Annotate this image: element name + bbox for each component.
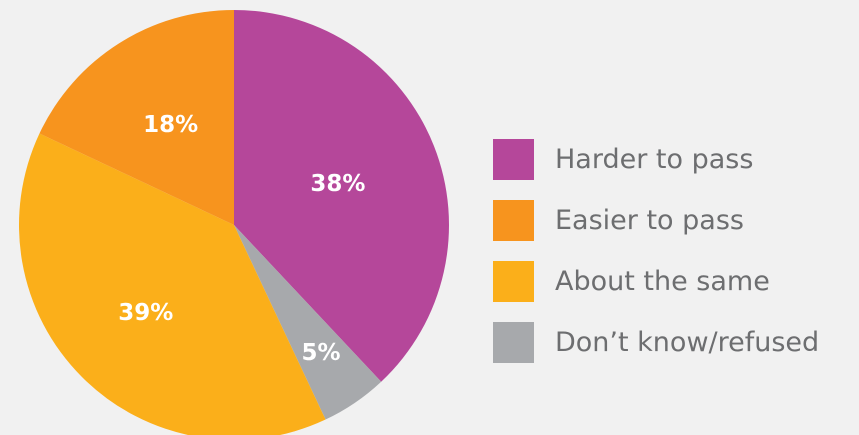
legend-swatch [493,261,534,302]
legend-swatch [493,322,534,363]
slice-value-label-easier-to-pass: 18% [143,112,198,138]
slice-value-label-about-the-same: 39% [118,300,173,326]
legend: Harder to pass Easier to pass About the sa… [493,139,819,363]
pie-slice-easier-to-pass [39,10,234,225]
slice-value-label-don-t-know-refused: 5% [301,340,340,366]
legend-label: Easier to pass [555,205,744,236]
legend-item-about-the-same: About the same [493,261,819,302]
legend-label: About the same [555,266,770,297]
pie-slice-harder-to-pass [234,10,449,382]
legend-label: Harder to pass [555,144,754,175]
pie-slice-don-t-know-refused [234,225,382,420]
pie-chart: 38% 5% 39% 18% [19,10,449,435]
legend-item-don-t-know-refused: Don’t know/refused [493,322,819,363]
legend-label: Don’t know/refused [555,327,820,358]
pie-slice-about-the-same [19,133,326,435]
legend-swatch [493,200,534,241]
legend-item-harder-to-pass: Harder to pass [493,139,819,180]
legend-item-easier-to-pass: Easier to pass [493,200,819,241]
legend-swatch [493,139,534,180]
slice-value-label-harder-to-pass: 38% [310,171,365,197]
